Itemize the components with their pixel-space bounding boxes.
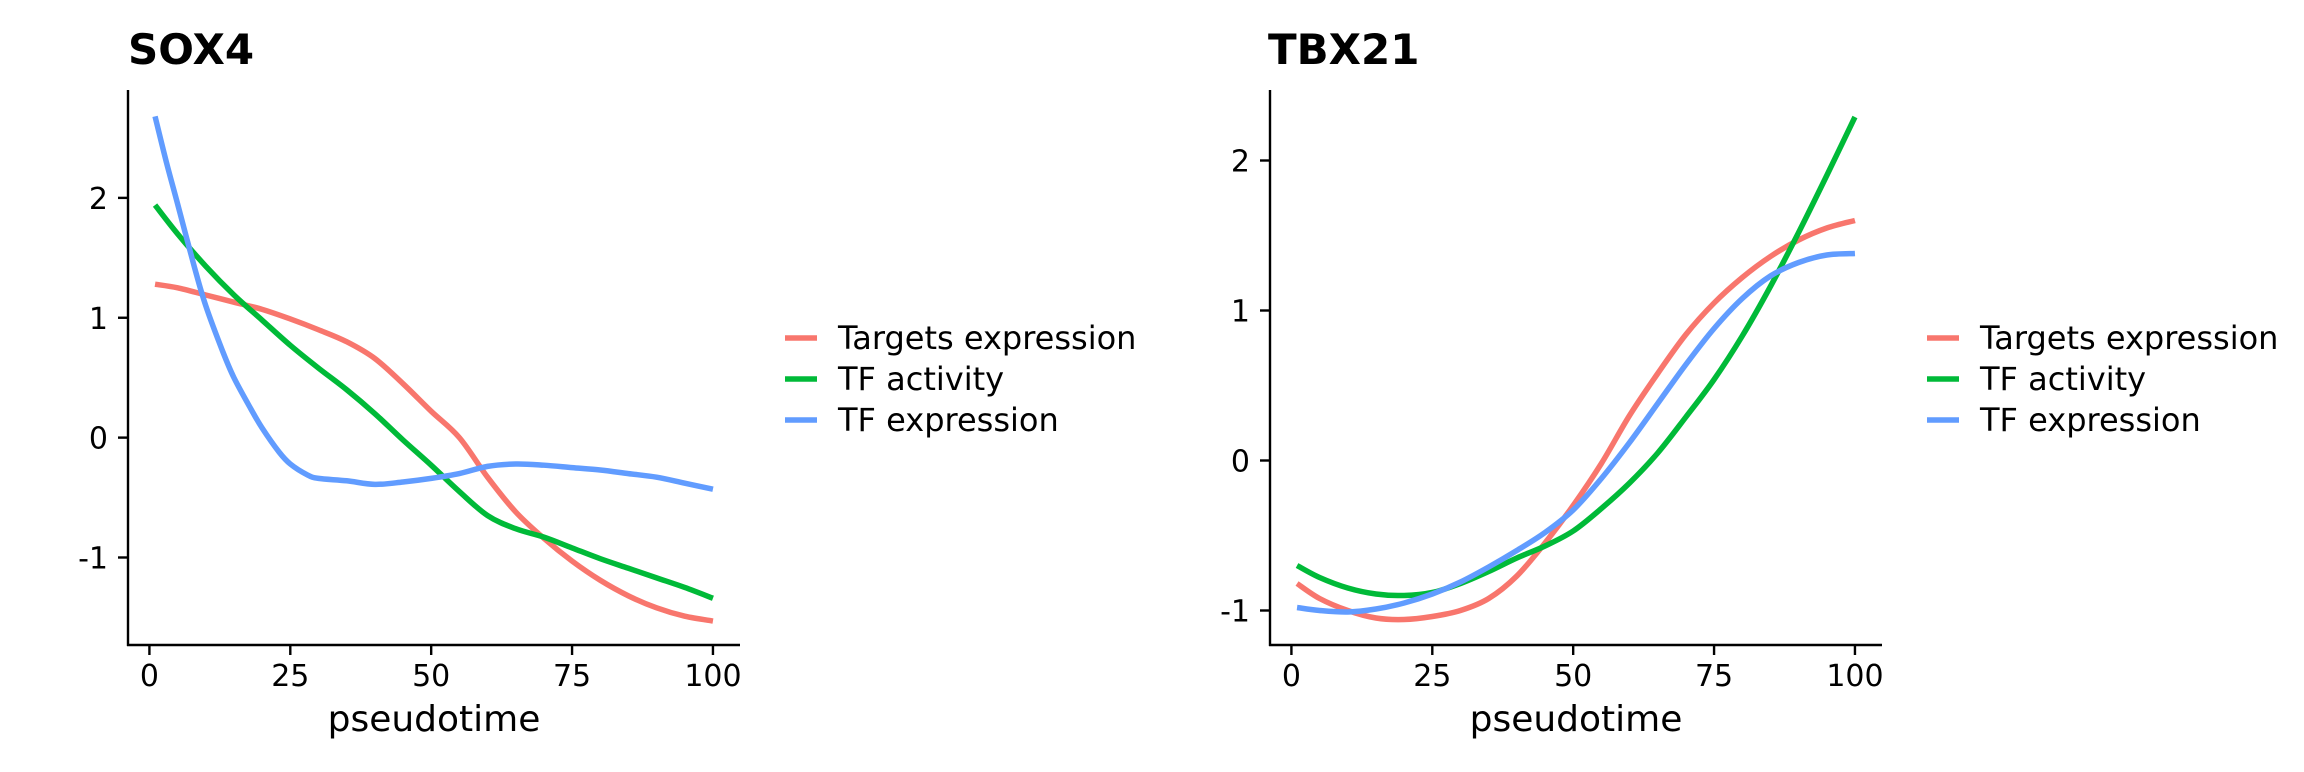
- y-tick-label: -1: [78, 541, 108, 576]
- y-tick-label: 0: [89, 422, 108, 457]
- legend-item-tf-expression: TF expression: [785, 401, 1059, 439]
- x-tick-label: 100: [1826, 659, 1883, 694]
- x-tick-label: 75: [1695, 659, 1733, 694]
- legend-label-targets-expression: Targets expression: [1979, 319, 2278, 357]
- legend-label-tf-expression: TF expression: [837, 401, 1059, 439]
- legend-label-targets-expression: Targets expression: [837, 319, 1136, 357]
- legend-item-tf-activity: TF activity: [785, 360, 1004, 398]
- series-line-tf-activity: [152, 203, 714, 601]
- x-tick-label: 25: [271, 659, 309, 694]
- legend: Targets expression TF activity TF expres…: [785, 319, 1136, 439]
- y-axis-ticks: -1 0 1 2: [1220, 145, 1270, 630]
- x-axis-title: pseudotime: [1470, 699, 1683, 740]
- legend: Targets expression TF activity TF expres…: [1927, 319, 2278, 439]
- series-lines: [152, 115, 714, 624]
- x-tick-label: 0: [140, 659, 159, 694]
- y-tick-label: -1: [1220, 595, 1250, 630]
- x-tick-label: 75: [553, 659, 591, 694]
- y-tick-label: 0: [1231, 445, 1250, 480]
- chart-title: TBX21: [1268, 25, 1420, 74]
- x-tick-label: 100: [684, 659, 741, 694]
- x-tick-label: 50: [412, 659, 450, 694]
- series-line-tf-expression: [1296, 250, 1856, 615]
- series-line-tf-expression: [152, 115, 714, 492]
- legend-item-targets-expression: Targets expression: [1927, 319, 2278, 357]
- legend-item-tf-activity: TF activity: [1927, 360, 2146, 398]
- legend-label-tf-expression: TF expression: [1979, 401, 2201, 439]
- legend-item-targets-expression: Targets expression: [785, 319, 1136, 357]
- y-tick-label: 2: [89, 182, 108, 217]
- x-tick-label: 0: [1282, 659, 1301, 694]
- x-tick-label: 25: [1413, 659, 1451, 694]
- x-axis-ticks: 0 25 50 75 100: [1282, 645, 1884, 694]
- x-axis-ticks: 0 25 50 75 100: [140, 645, 742, 694]
- chart-panel-2: TBX21 -1 0 1 2 0 25 50 75 100 pseudotime Target…: [1220, 25, 2278, 740]
- legend-label-tf-activity: TF activity: [1979, 360, 2146, 398]
- series-line-targets-expression: [1295, 217, 1856, 623]
- y-axis-ticks: -1 0 1 2: [78, 182, 128, 576]
- x-axis-title: pseudotime: [328, 699, 541, 740]
- x-tick-label: 50: [1554, 659, 1592, 694]
- series-lines: [1295, 115, 1858, 623]
- y-tick-label: 1: [89, 302, 108, 337]
- y-tick-label: 2: [1231, 145, 1250, 180]
- y-tick-label: 1: [1231, 295, 1250, 330]
- chart-panel-1: SOX4 -1 0 1 2 0 25 50 75 100 pseudotime Targets…: [78, 25, 1136, 740]
- legend-label-tf-activity: TF activity: [837, 360, 1004, 398]
- legend-item-tf-expression: TF expression: [1927, 401, 2201, 439]
- series-line-tf-activity: [1295, 115, 1858, 599]
- chart-title: SOX4: [128, 25, 254, 74]
